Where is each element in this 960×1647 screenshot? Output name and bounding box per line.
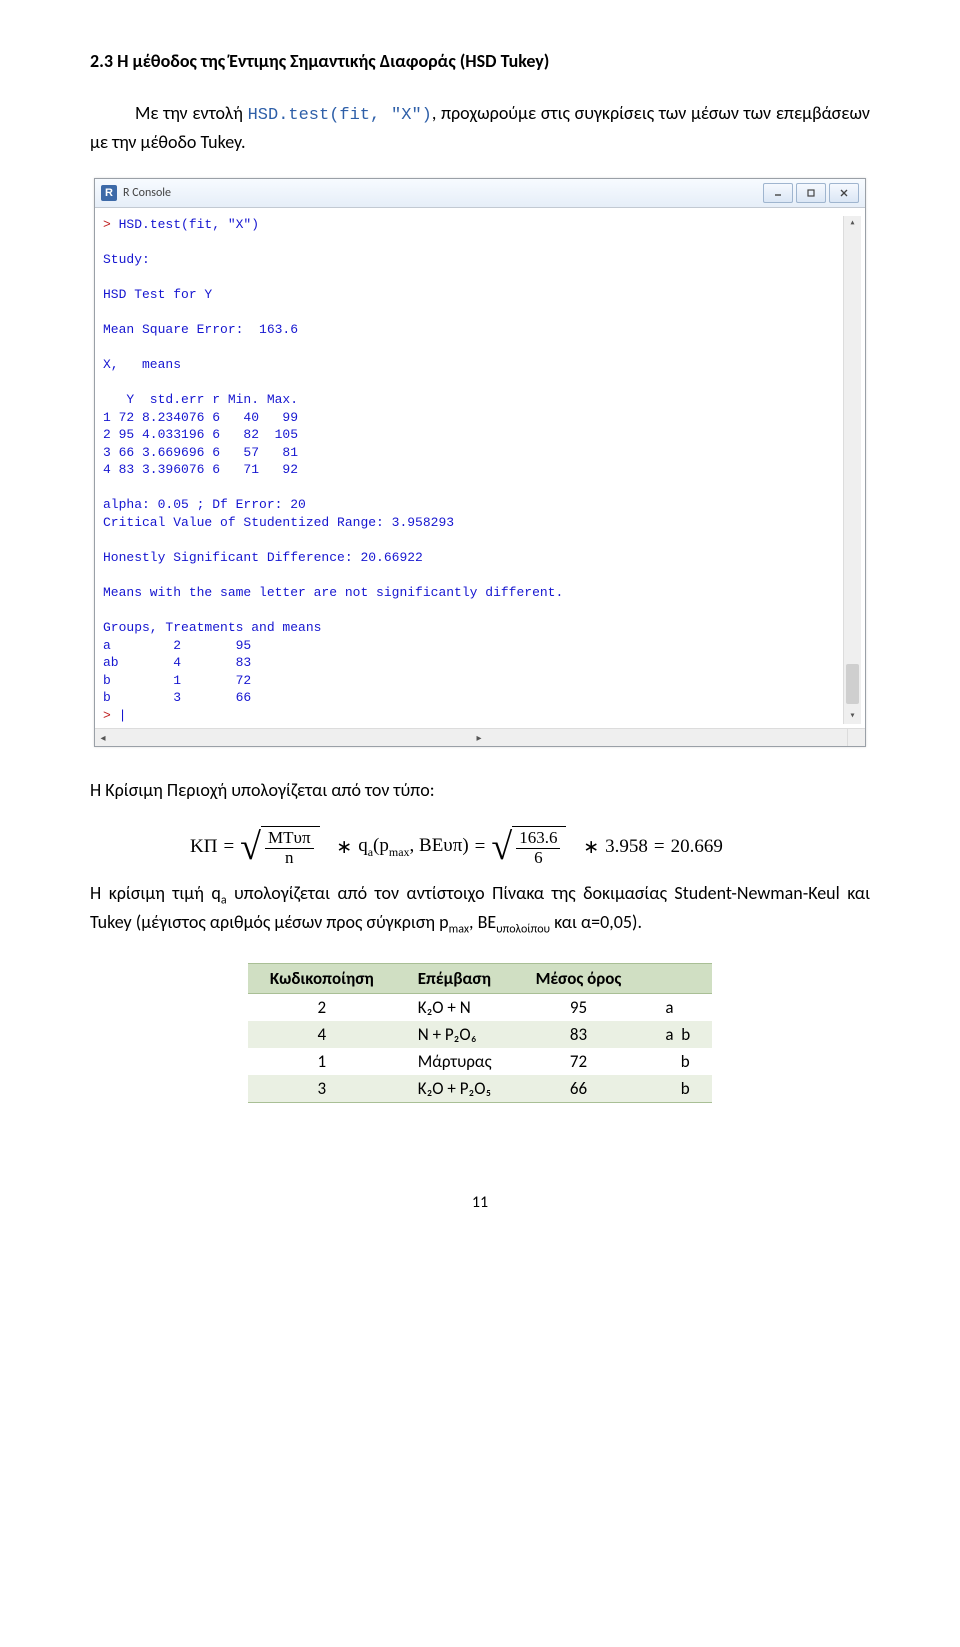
radical-icon-2: √ <box>491 830 512 871</box>
sqrt-1: √ MTυπ n <box>240 826 319 867</box>
eq-3: = <box>654 836 665 858</box>
q-symbol: q <box>358 835 368 856</box>
horizontal-scrollbar[interactable]: ◂ ▸ <box>95 728 865 746</box>
formula: ΚΠ = √ MTυπ n ∗ qa(pmax, ΒΕυπ) = √ 163.6… <box>190 826 870 867</box>
minimize-icon <box>773 188 783 198</box>
results-table: Κωδικοποίηση Επέμβαση Μέσος όρος 2 K₂O +… <box>248 963 712 1103</box>
th-treatment: Επέμβαση <box>396 963 514 993</box>
intro-code: HSD.test(fit, "X") <box>248 106 432 125</box>
cell-code: 3 <box>248 1075 396 1103</box>
frac-den-n: n <box>282 849 297 868</box>
cell-group: b <box>643 1075 712 1103</box>
page-number: 11 <box>90 1193 870 1212</box>
after-sub-max: max <box>449 923 469 937</box>
close-button[interactable] <box>829 183 859 203</box>
close-icon <box>839 188 849 198</box>
cell-mean: 83 <box>514 1021 644 1048</box>
val-3958: 3.958 <box>605 836 648 858</box>
cell-treatment: Μάρτυρας <box>396 1048 514 1075</box>
cell-mean: 95 <box>514 993 644 1021</box>
scroll-corner <box>847 729 865 746</box>
console-title: R Console <box>123 186 763 200</box>
p-symbol: p <box>379 835 389 856</box>
val-20669: 20.669 <box>671 836 723 858</box>
scroll-up-icon[interactable]: ▴ <box>846 216 859 232</box>
table-row: 3 K₂O + P₂O₅ 66 b <box>248 1075 712 1103</box>
beyp: ΒΕυπ <box>414 835 462 856</box>
cell-mean: 72 <box>514 1048 644 1075</box>
intro-paragraph: Με την εντολή HSD.test(fit, "X"), προχωρ… <box>90 100 870 156</box>
console-cursor: | <box>119 708 127 723</box>
intro-pre: Με την εντολή <box>135 102 248 124</box>
p-sub-max: max <box>389 844 410 858</box>
minimize-button[interactable] <box>763 183 793 203</box>
formula-lead: Η Κρίσιμη Περιοχή υπολογίζεται από τον τ… <box>90 777 870 804</box>
table-row: 4 N + P₂O₆ 83 a b <box>248 1021 712 1048</box>
cell-group: b <box>643 1048 712 1075</box>
cell-code: 1 <box>248 1048 396 1075</box>
vertical-scrollbar[interactable]: ▴ ▾ <box>843 216 861 725</box>
th-mean: Μέσος όρος <box>514 963 644 993</box>
scroll-right-icon[interactable]: ▸ <box>471 729 487 746</box>
th-code: Κωδικοποίηση <box>248 963 396 993</box>
cell-group: a <box>643 993 712 1021</box>
rparen: ) <box>462 835 468 856</box>
console-body-text: Study: HSD Test for Y Mean Square Error:… <box>103 252 563 706</box>
cell-treatment: N + P₂O₆ <box>396 1021 514 1048</box>
scroll-left-icon[interactable]: ◂ <box>95 729 111 746</box>
star-1: ∗ <box>336 836 352 859</box>
console-prompt: > <box>103 217 119 232</box>
cell-treatment: K₂O + N <box>396 993 514 1021</box>
section-heading: 2.3 Η μέθοδος της Έντιμης Σημαντικής Δια… <box>90 50 870 72</box>
table-row: 1 Μάρτυρας 72 b <box>248 1048 712 1075</box>
cell-group: a b <box>643 1021 712 1048</box>
maximize-button[interactable] <box>796 183 826 203</box>
frac-num-mtyp: MTυπ <box>265 829 314 849</box>
star-2: ∗ <box>583 836 599 859</box>
eq-2: = <box>475 836 486 858</box>
frac-den-6: 6 <box>531 849 546 868</box>
r-console-window: R R Console > HSD.test(fit, "X") Study: … <box>94 178 866 748</box>
cell-treatment: K₂O + P₂O₅ <box>396 1075 514 1103</box>
cell-code: 2 <box>248 993 396 1021</box>
radical-icon: √ <box>240 830 261 871</box>
eq-1: = <box>223 836 234 858</box>
sqrt-2: √ 163.6 6 <box>491 826 566 867</box>
scroll-down-icon[interactable]: ▾ <box>846 708 859 724</box>
after-3: , ΒΕ <box>469 911 496 933</box>
console-prompt-2: > <box>103 708 119 723</box>
after-sub-ypo: υπολοίπου <box>496 923 550 937</box>
after-1: Η κρίσιμη τιμή q <box>90 882 221 904</box>
formula-explain: Η κρίσιμη τιμή qa υπολογίζεται από τον α… <box>90 880 870 939</box>
th-group <box>643 963 712 993</box>
r-logo-icon: R <box>101 185 117 201</box>
scroll-thumb[interactable] <box>846 664 859 704</box>
frac-num-163: 163.6 <box>516 829 560 849</box>
after-4: και α=0,05). <box>550 911 642 933</box>
table-row: 2 K₂O + N 95 a <box>248 993 712 1021</box>
kp-symbol: ΚΠ <box>190 836 217 858</box>
table-header-row: Κωδικοποίηση Επέμβαση Μέσος όρος <box>248 963 712 993</box>
console-cmd: HSD.test(fit, "X") <box>119 217 259 232</box>
console-output[interactable]: > HSD.test(fit, "X") Study: HSD Test for… <box>103 216 843 725</box>
console-titlebar: R R Console <box>95 179 865 208</box>
cell-mean: 66 <box>514 1075 644 1103</box>
maximize-icon <box>806 188 816 198</box>
cell-code: 4 <box>248 1021 396 1048</box>
